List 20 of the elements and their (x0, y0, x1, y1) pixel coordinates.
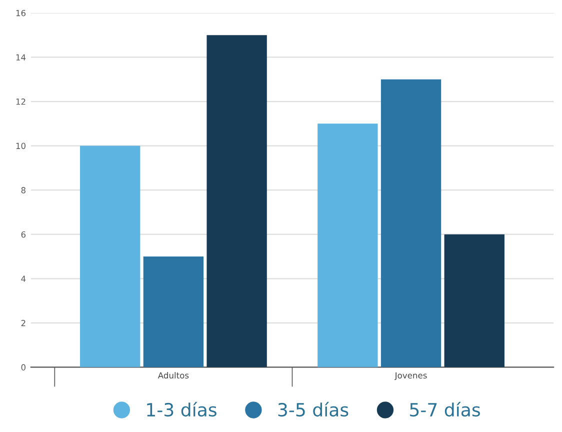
bar (206, 35, 267, 368)
bar (318, 124, 378, 368)
y-tick-label: 2 (21, 320, 26, 326)
bar (143, 256, 204, 368)
legend-label: 1-3 días (147, 402, 216, 417)
y-tick-label: 10 (16, 142, 26, 150)
y-tick-label: 4 (21, 276, 26, 282)
legend-label: 5-7 días (410, 402, 480, 417)
y-tick-label: 0 (21, 364, 26, 370)
y-tick-label: 12 (16, 98, 26, 105)
x-tick-label: Jovenes (394, 372, 427, 380)
bar (444, 234, 504, 368)
bar (80, 146, 140, 368)
legend-label: 3-5 días (278, 402, 348, 417)
y-tick-label: 8 (21, 187, 26, 194)
y-tick-label: 16 (16, 10, 26, 16)
y-tick-label: 14 (16, 54, 26, 60)
bar (380, 79, 442, 368)
y-tick-label: 6 (21, 231, 26, 238)
x-tick-label: Adultos (158, 372, 189, 379)
